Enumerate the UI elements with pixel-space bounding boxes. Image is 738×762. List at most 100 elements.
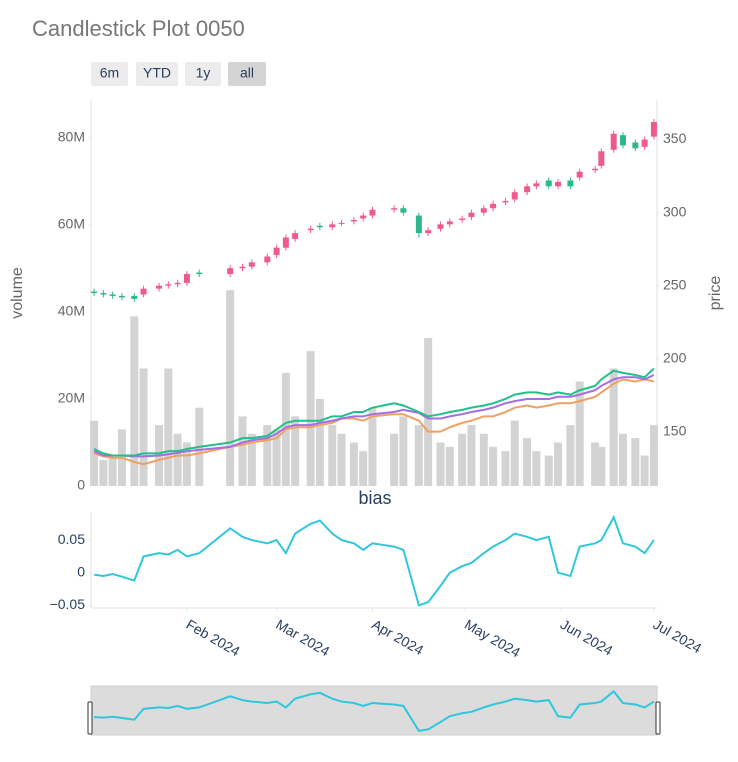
y-tick-label: 80M (58, 129, 85, 145)
candle-body (227, 268, 234, 275)
volume-bar (108, 455, 117, 486)
volume-bar (337, 433, 346, 486)
candle-body (598, 151, 605, 166)
volume-bar (272, 429, 281, 486)
volume-bar (479, 433, 488, 486)
candle-body (131, 295, 138, 299)
candle-body (338, 222, 345, 224)
y2-tick-label: 200 (663, 350, 687, 366)
candle-body (400, 208, 407, 213)
y2-tick-label: 300 (663, 203, 687, 219)
range-button[interactable] (91, 62, 128, 86)
y-tick-label: 20M (58, 390, 85, 406)
candle-body (502, 200, 509, 203)
candle-body (282, 237, 289, 248)
range-button-label[interactable]: YTD (143, 65, 171, 81)
volume-bar (523, 438, 532, 486)
volume-bar (238, 416, 247, 486)
candle-body (292, 233, 299, 239)
y2-tick-label: 150 (663, 423, 687, 439)
y2-axis-title: price (707, 276, 724, 311)
candle-body (329, 224, 336, 228)
bias-line (93, 514, 655, 607)
volume-bar (226, 290, 235, 486)
candle-body (264, 256, 271, 263)
volume-bar (139, 368, 148, 486)
range-button-label[interactable]: all (240, 65, 254, 81)
y-tick-label: 40M (58, 303, 85, 319)
volume-bar (182, 442, 191, 486)
candle-body (165, 284, 172, 286)
y-tick-label: 60M (58, 216, 85, 232)
volume-bar (436, 442, 445, 486)
candle-body (273, 247, 280, 256)
volume-bar (173, 433, 182, 486)
candle-body (641, 139, 648, 147)
range-slider-handle[interactable] (655, 701, 661, 735)
volume-bar (640, 455, 649, 486)
volume-bar (510, 420, 519, 486)
candle-body (592, 168, 599, 171)
volume-bar (424, 338, 433, 486)
volume-bar (575, 381, 584, 486)
volume-bar (544, 455, 553, 486)
candle-body (437, 224, 444, 229)
candle-body (533, 183, 540, 187)
volume-bar (349, 442, 358, 486)
candle-body (196, 272, 203, 275)
volume-bar (328, 425, 337, 486)
bias-y-tick-label: 0.05 (58, 531, 85, 547)
volume-bar (99, 459, 108, 486)
volume-bar (291, 416, 300, 486)
candle-body (369, 209, 376, 216)
subplot-title: bias (358, 488, 391, 508)
candle-body (307, 228, 314, 231)
range-slider-handle[interactable] (87, 701, 93, 735)
volume-bar (315, 398, 324, 486)
volume-bar (554, 442, 563, 486)
range-slider-line (94, 689, 655, 732)
candle-body (140, 288, 147, 295)
volume-bar (489, 446, 498, 486)
volume-bar (445, 446, 454, 486)
y-axis-title: volume (9, 267, 26, 319)
candle-body (415, 215, 422, 234)
candle-body (248, 262, 255, 267)
range-button[interactable] (136, 62, 178, 86)
candle-body (468, 212, 475, 218)
candle-body (100, 293, 107, 295)
volume-bar (631, 438, 640, 486)
candle-body (459, 218, 466, 220)
y2-tick-label: 350 (663, 130, 687, 146)
candle-body (109, 294, 116, 296)
volume-bar (501, 451, 510, 486)
ma-line (93, 374, 655, 458)
candle-body (480, 208, 487, 213)
candle-body (567, 180, 574, 187)
range-button[interactable] (228, 62, 266, 86)
candle-body (446, 221, 453, 225)
range-button-label[interactable]: 6m (100, 65, 119, 81)
candle-body (619, 135, 626, 146)
candle-body (174, 282, 181, 285)
candle-body (490, 203, 497, 209)
candle-body (183, 274, 190, 283)
volume-bar (467, 425, 476, 486)
candle-body (650, 122, 657, 137)
volume-bar (532, 451, 541, 486)
candle-body (316, 225, 323, 228)
ma-line (93, 378, 655, 466)
ma-line (93, 367, 655, 457)
range-button-label[interactable]: 1y (196, 65, 211, 81)
bias-y-tick-label: −0.05 (50, 596, 86, 612)
volume-bar (458, 433, 467, 486)
range-button[interactable] (185, 62, 221, 86)
volume-bar (597, 446, 606, 486)
range-slider[interactable] (90, 685, 658, 736)
candle-body (576, 171, 583, 178)
candle-body (91, 291, 98, 294)
volume-bar (390, 433, 399, 486)
candle-body (350, 219, 357, 222)
volume-bar (247, 433, 256, 486)
volume-bar (399, 416, 408, 486)
